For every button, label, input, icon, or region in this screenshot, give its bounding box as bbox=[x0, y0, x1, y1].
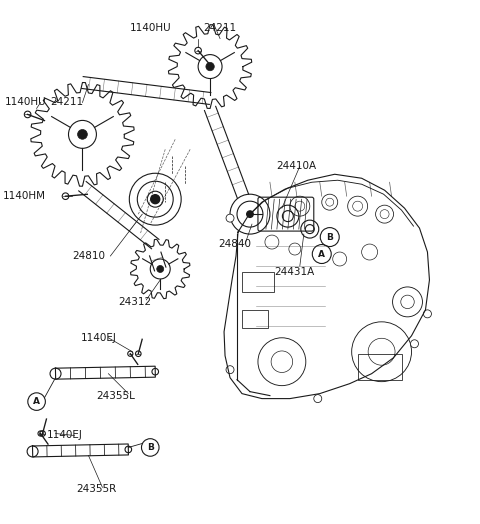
Text: 24355R: 24355R bbox=[76, 484, 117, 494]
Text: 1140EJ: 1140EJ bbox=[47, 431, 83, 441]
Circle shape bbox=[206, 62, 214, 71]
Text: B: B bbox=[326, 233, 333, 242]
Text: B: B bbox=[147, 443, 154, 452]
Text: 1140HU: 1140HU bbox=[5, 97, 46, 107]
Circle shape bbox=[151, 195, 160, 204]
Bar bbox=[242, 310, 268, 328]
Text: A: A bbox=[33, 397, 40, 406]
Text: 24410A: 24410A bbox=[276, 161, 316, 171]
Text: 24355L: 24355L bbox=[96, 390, 135, 401]
Text: 24312: 24312 bbox=[119, 297, 152, 307]
Circle shape bbox=[247, 211, 253, 217]
Circle shape bbox=[226, 214, 234, 222]
Text: 24211: 24211 bbox=[204, 23, 237, 32]
Text: 1140HM: 1140HM bbox=[3, 191, 46, 201]
Text: 24211: 24211 bbox=[50, 97, 84, 107]
Circle shape bbox=[410, 340, 419, 348]
Text: 1140EJ: 1140EJ bbox=[81, 333, 116, 343]
Text: A: A bbox=[318, 249, 325, 258]
Circle shape bbox=[226, 366, 234, 374]
Text: 24431A: 24431A bbox=[274, 267, 314, 277]
Text: 24840: 24840 bbox=[218, 239, 251, 249]
Circle shape bbox=[423, 310, 432, 318]
Circle shape bbox=[157, 266, 164, 272]
Circle shape bbox=[78, 129, 87, 139]
Text: 24810: 24810 bbox=[72, 251, 106, 261]
Circle shape bbox=[314, 395, 322, 402]
Bar bbox=[358, 354, 402, 380]
Text: 1140HU: 1140HU bbox=[130, 23, 171, 32]
Bar bbox=[242, 272, 274, 292]
